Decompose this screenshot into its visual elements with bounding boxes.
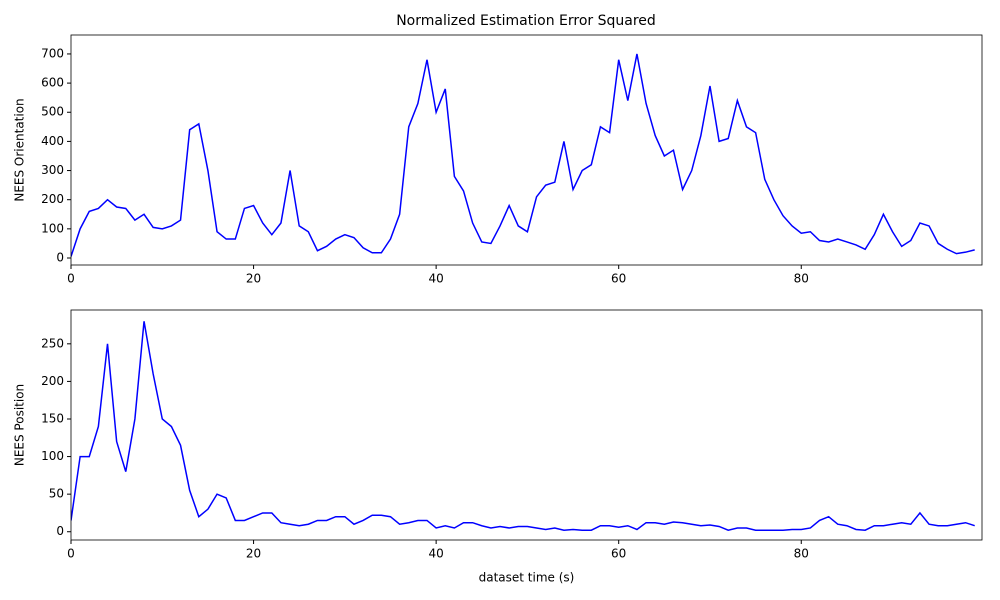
y-tick-label: 0	[56, 251, 64, 265]
x-tick-label: 40	[428, 272, 443, 286]
y-axis-label: NEES Orientation	[13, 98, 27, 201]
x-tick-label: 20	[246, 272, 261, 286]
data-line	[71, 321, 975, 532]
axes-frame	[70, 309, 983, 541]
x-tick-label: 20	[246, 547, 261, 561]
y-tick-label: 250	[41, 336, 64, 350]
y-tick-label: 100	[41, 221, 64, 235]
x-tick-label: 0	[67, 272, 75, 286]
x-tick-label: 0	[67, 547, 75, 561]
y-tick-label: 50	[49, 487, 64, 501]
chart-title: Normalized Estimation Error Squared	[396, 13, 656, 29]
y-tick-label: 400	[41, 134, 64, 148]
y-tick-label: 600	[41, 76, 64, 90]
x-tick-label: 60	[611, 547, 626, 561]
y-tick-label: 100	[41, 449, 64, 463]
y-axis-label: NEES Position	[13, 384, 27, 466]
x-tick-label: 80	[794, 547, 809, 561]
y-tick-label: 700	[41, 46, 64, 60]
y-tick-label: 0	[56, 524, 64, 538]
y-tick-label: 300	[41, 163, 64, 177]
x-tick-label: 80	[794, 272, 809, 286]
data-line	[71, 53, 975, 257]
x-tick-label: 60	[611, 272, 626, 286]
y-tick-label: 150	[41, 411, 64, 425]
y-tick-label: 200	[41, 374, 64, 388]
x-tick-label: 40	[428, 547, 443, 561]
axes-frame	[70, 34, 983, 266]
y-tick-label: 200	[41, 192, 64, 206]
x-axis-label: dataset time (s)	[479, 571, 575, 585]
y-tick-label: 500	[41, 105, 64, 119]
